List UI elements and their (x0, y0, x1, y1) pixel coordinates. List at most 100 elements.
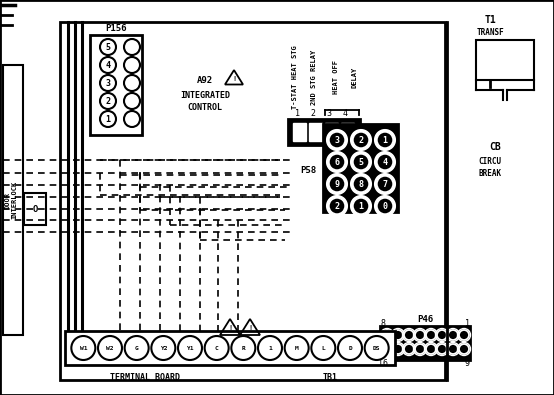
Circle shape (351, 152, 371, 172)
Circle shape (178, 336, 202, 360)
Text: P46: P46 (417, 316, 433, 325)
Circle shape (353, 176, 369, 192)
Circle shape (124, 39, 140, 55)
Text: Y1: Y1 (186, 346, 194, 350)
Bar (380, 326, 470, 360)
Bar (325, 123, 338, 141)
Text: T1: T1 (484, 15, 496, 25)
Circle shape (100, 57, 116, 73)
Text: 1: 1 (382, 135, 387, 145)
Text: 16: 16 (378, 359, 388, 367)
Text: 4: 4 (342, 109, 347, 117)
Circle shape (71, 336, 95, 360)
Circle shape (351, 196, 371, 216)
Circle shape (98, 336, 122, 360)
Circle shape (204, 336, 229, 360)
Bar (323, 124, 398, 212)
Text: 3: 3 (105, 79, 110, 88)
Text: 7: 7 (382, 179, 387, 188)
Circle shape (329, 198, 345, 214)
Circle shape (329, 176, 345, 192)
Circle shape (375, 174, 395, 194)
Text: P58: P58 (300, 166, 316, 175)
Circle shape (377, 154, 393, 170)
Text: 9: 9 (464, 359, 469, 367)
Circle shape (353, 154, 369, 170)
Circle shape (426, 330, 436, 340)
Circle shape (352, 175, 370, 193)
Text: 1: 1 (358, 201, 363, 211)
Circle shape (437, 344, 447, 354)
Text: 4: 4 (382, 158, 387, 167)
Circle shape (393, 330, 403, 340)
Text: TERMINAL BOARD: TERMINAL BOARD (110, 374, 180, 382)
Text: A92: A92 (197, 75, 213, 85)
Text: 2ND STG RELAY: 2ND STG RELAY (311, 49, 317, 105)
Text: DELAY: DELAY (351, 66, 357, 88)
Text: 1: 1 (268, 346, 272, 350)
Text: G: G (135, 346, 138, 350)
Circle shape (351, 174, 371, 194)
Circle shape (376, 153, 394, 171)
Circle shape (377, 198, 393, 214)
Circle shape (365, 336, 389, 360)
Text: DS: DS (373, 346, 381, 350)
Circle shape (311, 336, 335, 360)
Text: R: R (242, 346, 245, 350)
Circle shape (375, 152, 395, 172)
Circle shape (124, 111, 140, 127)
Text: 2: 2 (335, 201, 340, 211)
Bar (476, 40, 534, 80)
Circle shape (327, 152, 347, 172)
Text: M: M (295, 346, 299, 350)
Text: O: O (32, 205, 38, 214)
Text: !: ! (228, 325, 232, 331)
Circle shape (448, 330, 458, 340)
Text: D: D (348, 346, 352, 350)
Circle shape (426, 344, 436, 354)
Circle shape (382, 344, 392, 354)
Text: !: ! (232, 76, 236, 82)
Circle shape (353, 132, 369, 148)
Bar (24, 193, 46, 225)
Text: 5: 5 (105, 43, 110, 51)
Circle shape (328, 197, 346, 215)
Circle shape (100, 39, 116, 55)
Text: BREAK: BREAK (479, 169, 501, 177)
Circle shape (100, 111, 116, 127)
Bar (341, 123, 354, 141)
Circle shape (448, 344, 458, 354)
Bar (309, 123, 322, 141)
Circle shape (377, 176, 393, 192)
Text: 2: 2 (310, 109, 315, 117)
Text: 6: 6 (335, 158, 340, 167)
Circle shape (375, 196, 395, 216)
Text: 4: 4 (105, 60, 110, 70)
Circle shape (352, 197, 370, 215)
Text: 5: 5 (358, 158, 363, 167)
Circle shape (327, 130, 347, 150)
Bar (293, 123, 306, 141)
Circle shape (376, 197, 394, 215)
Circle shape (377, 132, 393, 148)
Circle shape (258, 336, 282, 360)
Circle shape (327, 196, 347, 216)
Text: C: C (215, 346, 218, 350)
Circle shape (353, 198, 369, 214)
Bar (65, 331, 395, 365)
Circle shape (437, 330, 447, 340)
Circle shape (329, 154, 345, 170)
Text: 2: 2 (105, 96, 110, 105)
Bar (288, 119, 360, 145)
Text: T-STAT HEAT STG: T-STAT HEAT STG (292, 45, 298, 109)
Circle shape (124, 75, 140, 91)
Circle shape (328, 175, 346, 193)
Text: !: ! (248, 325, 252, 331)
Circle shape (285, 336, 309, 360)
Text: L: L (321, 346, 325, 350)
Circle shape (459, 344, 469, 354)
Text: 1: 1 (464, 318, 469, 327)
Circle shape (375, 130, 395, 150)
Circle shape (124, 93, 140, 109)
Text: DOOR
INTERLOCK: DOOR INTERLOCK (4, 181, 18, 219)
